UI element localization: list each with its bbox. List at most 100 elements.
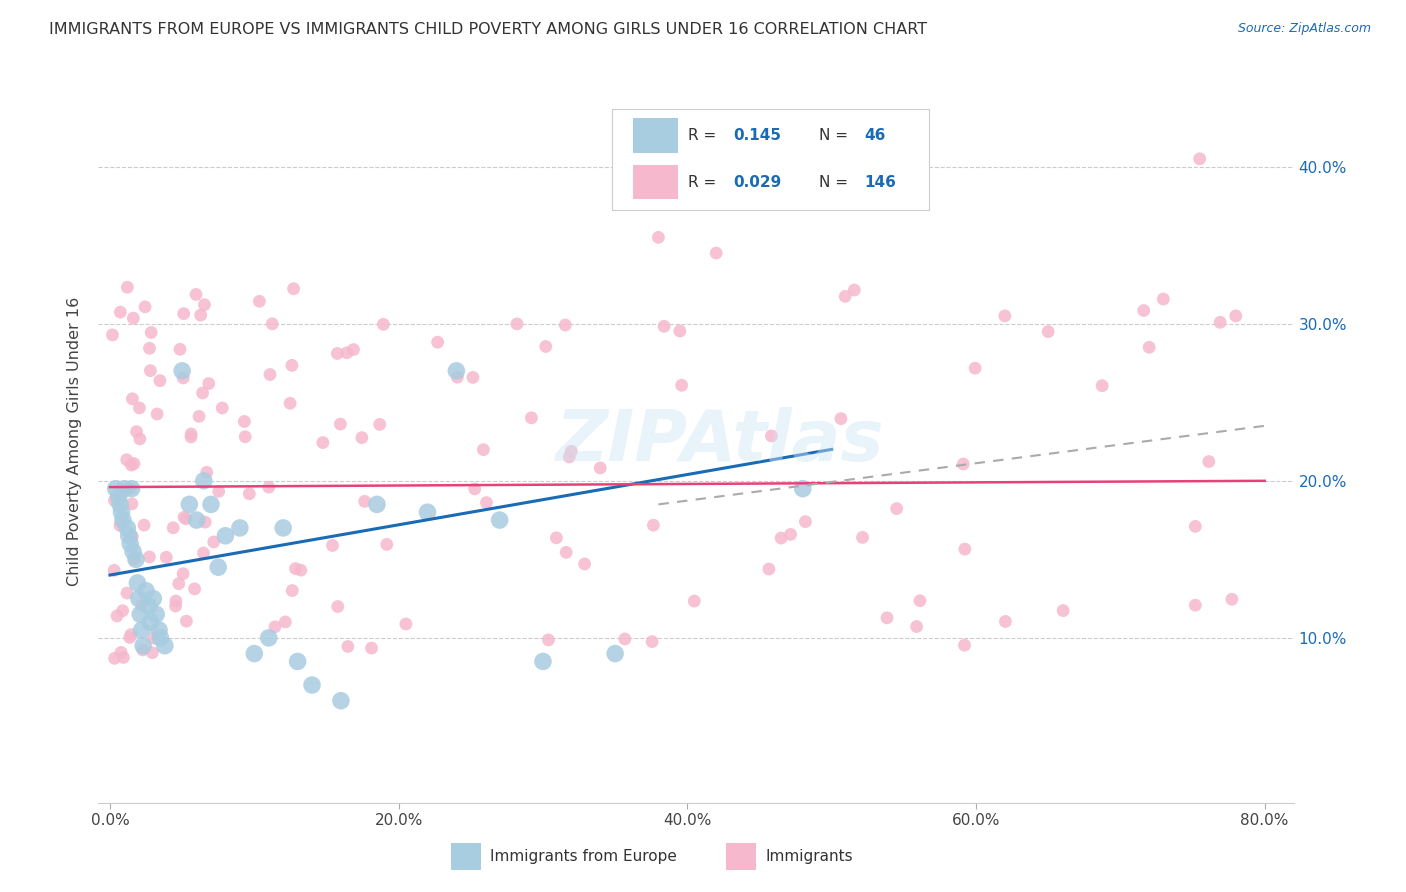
Point <box>108 518 131 533</box>
Point <box>132 643 155 657</box>
Point <box>264 620 287 634</box>
Point <box>488 513 510 527</box>
Point <box>112 650 135 665</box>
Point <box>475 495 498 509</box>
Point <box>520 410 543 425</box>
Point <box>238 487 260 501</box>
Bar <box>633 118 678 153</box>
Point <box>605 647 627 661</box>
Text: Immigrants from Europe: Immigrants from Europe <box>491 849 678 864</box>
Point <box>329 417 352 431</box>
Point <box>176 614 198 628</box>
Point <box>395 617 418 632</box>
Point <box>174 512 197 526</box>
Point <box>207 560 229 574</box>
Point <box>122 544 145 558</box>
Point <box>257 631 280 645</box>
Text: R =: R = <box>688 128 716 143</box>
Point <box>1152 292 1174 306</box>
Point <box>138 549 160 564</box>
Point <box>368 417 391 432</box>
Point <box>128 432 150 446</box>
Point <box>128 401 150 415</box>
Point <box>105 609 128 624</box>
Point <box>202 535 225 549</box>
Point <box>574 557 596 571</box>
Point <box>312 435 335 450</box>
Point <box>534 339 557 353</box>
Point <box>162 521 184 535</box>
Point <box>531 655 554 669</box>
Point <box>336 346 359 360</box>
Bar <box>451 843 481 870</box>
Point <box>375 537 398 551</box>
Point <box>128 591 150 606</box>
Text: N =: N = <box>820 175 848 190</box>
Point <box>142 631 165 645</box>
Point <box>145 607 167 622</box>
Point <box>994 309 1017 323</box>
Text: IMMIGRANTS FROM EUROPE VS IMMIGRANTS CHILD POVERTY AMONG GIRLS UNDER 16 CORRELAT: IMMIGRANTS FROM EUROPE VS IMMIGRANTS CHI… <box>49 22 928 37</box>
Point <box>360 641 382 656</box>
Point <box>1225 309 1247 323</box>
Point <box>284 561 307 575</box>
Point <box>301 678 323 692</box>
Point <box>281 359 304 373</box>
Point <box>118 529 141 543</box>
Point <box>257 480 280 494</box>
Point <box>758 562 780 576</box>
Point <box>761 429 783 443</box>
Point <box>120 458 142 472</box>
Point <box>652 319 675 334</box>
Point <box>233 415 256 429</box>
Point <box>103 563 125 577</box>
Point <box>274 615 297 629</box>
Point <box>446 370 468 384</box>
Point <box>200 497 222 511</box>
Point <box>1184 598 1206 612</box>
Text: R =: R = <box>688 175 716 190</box>
Point <box>555 545 578 559</box>
Point <box>190 308 212 322</box>
Point <box>104 651 127 665</box>
Text: 0.145: 0.145 <box>733 128 780 143</box>
Point <box>134 300 156 314</box>
Bar <box>725 843 756 870</box>
Point <box>1036 325 1059 339</box>
Point <box>214 529 236 543</box>
Point <box>101 327 124 342</box>
Point <box>146 407 169 421</box>
Point <box>1137 340 1160 354</box>
Text: 46: 46 <box>865 128 886 143</box>
Point <box>138 599 160 614</box>
Point <box>184 287 207 301</box>
Text: ZIPAtlas: ZIPAtlas <box>555 407 884 476</box>
Point <box>155 550 177 565</box>
Point <box>172 371 194 385</box>
Point <box>121 497 143 511</box>
Point <box>704 246 727 260</box>
Point <box>107 490 129 504</box>
Point <box>229 521 252 535</box>
Point <box>844 283 866 297</box>
Point <box>120 627 142 641</box>
Point <box>197 376 219 391</box>
Point <box>558 450 581 464</box>
Point <box>135 583 157 598</box>
Text: Immigrants: Immigrants <box>765 849 853 864</box>
Point <box>173 510 195 524</box>
Point <box>671 378 693 392</box>
Point <box>321 539 343 553</box>
Point <box>537 632 560 647</box>
Point <box>129 607 152 622</box>
Point <box>281 583 304 598</box>
Point <box>188 409 211 424</box>
Point <box>342 343 364 357</box>
Point <box>149 374 172 388</box>
Point <box>115 586 138 600</box>
Point <box>165 599 187 613</box>
Point <box>110 645 132 659</box>
Bar <box>633 165 678 200</box>
Point <box>353 494 375 508</box>
Point <box>110 305 132 319</box>
